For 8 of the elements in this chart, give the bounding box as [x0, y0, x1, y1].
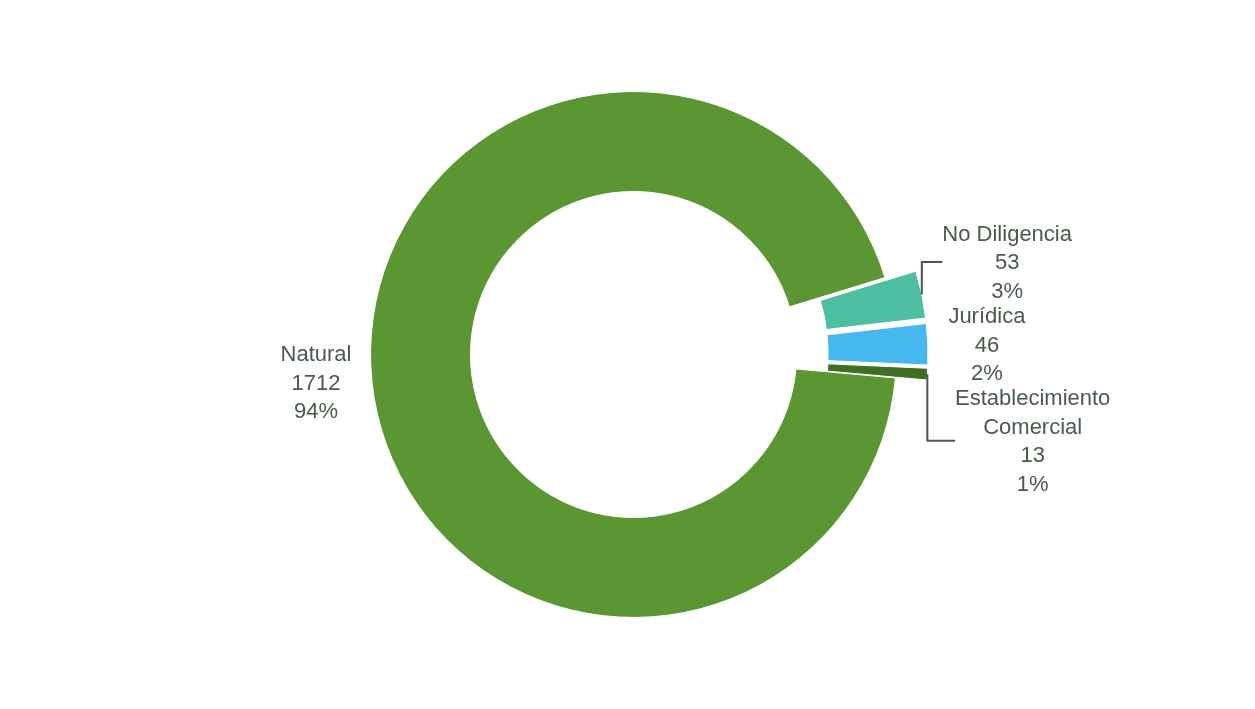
data-label: 1712 94%: [291, 369, 341, 424]
data-label: 46 2%: [971, 331, 1003, 386]
data-label: 13 1%: [1016, 442, 1049, 497]
slice-label: Jurídica: [948, 303, 1027, 329]
slice-label: Natural: [280, 341, 352, 367]
slice-label: Establecimiento Comercial: [955, 385, 1111, 439]
data-label: 53 3%: [991, 249, 1024, 304]
slice-label: No Diligencia: [942, 220, 1073, 246]
